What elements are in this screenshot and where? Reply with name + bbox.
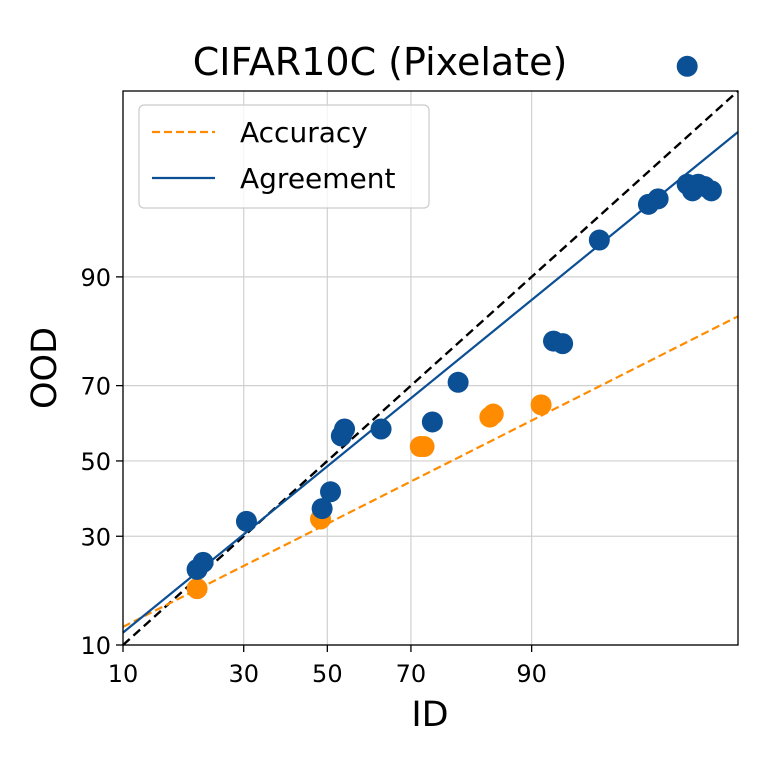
agreement-point <box>421 411 443 433</box>
reference-line-layer <box>122 90 739 646</box>
y-tick-label: 90 <box>80 264 111 292</box>
y-axis-ticks: 10 30 50 70 90 <box>80 264 123 660</box>
x-tick-label: 30 <box>228 660 259 688</box>
agreement-point <box>235 510 257 532</box>
y-tick-label: 50 <box>80 448 111 476</box>
accuracy-point <box>482 403 504 425</box>
accuracy-point <box>413 436 435 458</box>
fit-line-layer <box>122 131 739 634</box>
accuracy-point <box>186 578 208 600</box>
y-tick-label: 70 <box>80 373 111 401</box>
legend-box <box>138 104 430 209</box>
chart-title: CIFAR10C (Pixelate) <box>193 40 568 84</box>
legend-accuracy-label: Accuracy <box>240 116 368 149</box>
x-tick-label: 70 <box>396 660 427 688</box>
x-tick-label: 10 <box>108 660 139 688</box>
y-axis-label: OOD <box>25 327 65 409</box>
agreement-point <box>588 229 610 251</box>
data-points-layer <box>186 55 722 600</box>
agreement-point <box>334 418 356 440</box>
agreement-point <box>676 55 698 77</box>
y-tick-label: 10 <box>80 632 111 660</box>
y-tick-label: 30 <box>80 523 111 551</box>
legend-agreement-label: Agreement <box>240 162 396 195</box>
accuracy-point <box>530 394 552 416</box>
agreement-point <box>320 481 342 503</box>
x-axis-label: ID <box>411 695 448 735</box>
agreement-point <box>447 371 469 393</box>
x-tick-label: 90 <box>516 660 547 688</box>
x-tick-label: 50 <box>312 660 343 688</box>
agreement-point <box>700 180 722 202</box>
agreement-point <box>647 188 669 210</box>
accuracy-fit-line <box>122 315 739 628</box>
reference-diagonal-line <box>122 90 739 646</box>
agreement-point <box>370 418 392 440</box>
x-axis-ticks: 10 30 50 70 90 <box>108 645 547 688</box>
legend: Accuracy Agreement <box>138 104 430 209</box>
agreement-point <box>192 551 214 573</box>
agreement-fit-line <box>122 131 739 634</box>
agreement-point <box>552 333 574 355</box>
agreement-point <box>311 498 333 520</box>
plot-frame <box>122 90 739 646</box>
